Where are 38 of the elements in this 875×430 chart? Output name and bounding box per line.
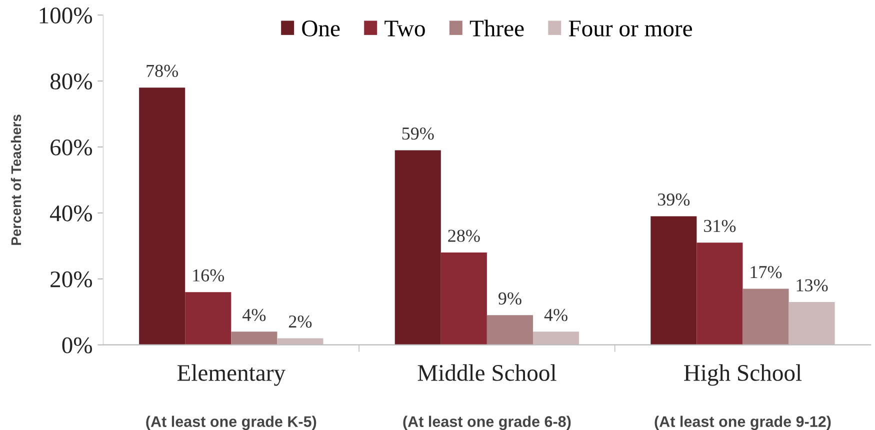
bar — [486, 315, 533, 345]
data-label: 31% — [704, 220, 736, 232]
bar — [650, 216, 697, 345]
legend-label: Four or more — [568, 20, 692, 36]
bar — [532, 332, 580, 345]
bar — [788, 302, 835, 345]
bar — [277, 338, 324, 345]
data-label: 13% — [796, 279, 828, 292]
data-label: 4% — [544, 308, 568, 322]
y-tick-label: 60% — [50, 139, 92, 156]
legend-label: One — [302, 20, 340, 36]
data-label: 16% — [193, 269, 224, 282]
data-label: 4% — [242, 308, 266, 322]
bar — [139, 88, 186, 345]
y-tick-label: 20% — [50, 271, 92, 288]
bar — [185, 292, 232, 345]
category-label: High School (At least one grade 9-12) — [654, 364, 831, 430]
y-tick-label: 80% — [50, 74, 92, 90]
category-label: Elementary (At least one grade K-5) — [146, 364, 316, 430]
bar — [696, 242, 743, 345]
data-label: 59% — [402, 127, 434, 140]
category-label: Middle School (At least one grade 6-8) — [403, 364, 571, 430]
y-tick-label: 100% — [40, 8, 92, 24]
y-tick-label: 0% — [62, 337, 92, 354]
bar — [440, 252, 487, 345]
bar — [394, 150, 441, 345]
data-label: 28% — [448, 230, 480, 242]
y-tick-label: 40% — [50, 205, 92, 222]
bar — [231, 332, 278, 345]
legend-label: Two — [384, 20, 425, 36]
legend-label: Three — [470, 20, 524, 36]
data-label: 17% — [750, 266, 782, 278]
data-label: 9% — [498, 292, 522, 305]
data-label: 39% — [658, 193, 690, 206]
data-label: 2% — [288, 315, 312, 328]
data-label: 78% — [146, 64, 178, 78]
bar — [742, 288, 789, 345]
y-axis-title: Percent of Teachers — [10, 114, 22, 245]
